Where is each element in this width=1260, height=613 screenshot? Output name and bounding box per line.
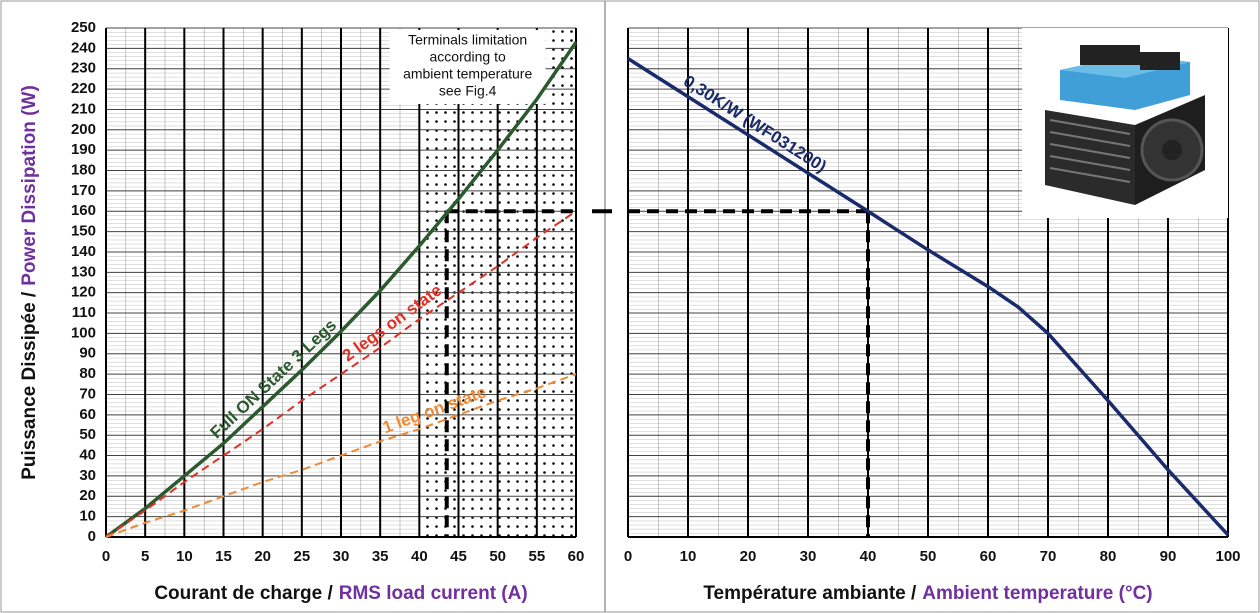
annotation: Terminals limitation <box>408 32 527 48</box>
x-tick-label: 10 <box>176 548 193 565</box>
x-tick-label: 45 <box>450 548 467 565</box>
x-tick-label: 60 <box>980 548 997 565</box>
x-tick-label: 90 <box>1160 548 1177 565</box>
y-tick-label: 210 <box>71 100 96 117</box>
y-tick-label: 170 <box>71 182 96 199</box>
annotation: see Fig.4 <box>439 83 497 99</box>
x-tick-label: 100 <box>1215 548 1240 565</box>
series-line <box>105 210 577 538</box>
x-tick-label: 0 <box>624 548 632 565</box>
y-tick-label: 240 <box>71 39 96 56</box>
x-tick-label: 25 <box>293 548 310 565</box>
y-tick-label: 150 <box>71 223 96 240</box>
x-tick-label: 5 <box>141 548 149 565</box>
y-tick-label: 0 <box>88 528 96 545</box>
y-tick-label: 140 <box>71 243 96 260</box>
series-line <box>627 57 1230 537</box>
y-tick-label: 190 <box>71 141 96 158</box>
annotation-box <box>389 30 546 104</box>
x-tick-label: 50 <box>920 548 937 565</box>
x-tick-label: 80 <box>1100 548 1117 565</box>
x-axis-title-en: RMS load current (A) <box>339 583 528 604</box>
x-axis-title: Température ambiante / Ambient temperatur… <box>703 583 1152 604</box>
x-tick-label: 70 <box>1040 548 1057 565</box>
y-tick-label: 50 <box>79 426 96 443</box>
x-tick-label: 35 <box>372 548 389 565</box>
y-tick-label: 130 <box>71 263 96 280</box>
y-tick-label: 70 <box>79 385 96 402</box>
y-tick-label: 10 <box>79 508 96 525</box>
x-tick-label: 60 <box>568 548 585 565</box>
y-tick-label: 110 <box>72 304 96 321</box>
x-tick-label: 50 <box>489 548 506 565</box>
x-axis-title-en: Ambient temperature (°C) <box>922 583 1152 604</box>
y-tick-label: 250 <box>71 19 96 36</box>
annotation: ambient temperature <box>403 66 532 82</box>
y-tick-label: 40 <box>79 447 96 464</box>
x-tick-label: 0 <box>102 548 110 565</box>
y-tick-label: 90 <box>79 345 96 362</box>
y-axis-title: Puissance Dissipée / Power Dissipation (W… <box>19 85 40 480</box>
x-tick-label: 30 <box>800 548 817 565</box>
y-tick-label: 120 <box>71 284 96 301</box>
series-line <box>105 373 577 538</box>
y-tick-label: 230 <box>71 60 96 77</box>
x-tick-label: 20 <box>254 548 271 565</box>
x-axis-title: Courant de charge / RMS load current (A) <box>154 583 527 604</box>
y-tick-label: 180 <box>71 161 96 178</box>
x-tick-label: 15 <box>215 548 232 565</box>
series-line <box>104 41 578 539</box>
x-tick-label: 40 <box>860 548 877 565</box>
x-axis-title-fr: Température ambiante / <box>703 583 917 604</box>
y-axis-title-fr: Puissance Dissipée / <box>19 291 40 480</box>
y-tick-label: 30 <box>79 467 96 484</box>
annotation: according to <box>430 49 506 65</box>
y-tick-label: 160 <box>71 202 96 219</box>
x-tick-label: 40 <box>411 548 428 565</box>
product-image <box>1022 28 1228 218</box>
x-axis-title-fr: Courant de charge / <box>154 583 333 604</box>
y-tick-label: 220 <box>71 80 96 97</box>
y-tick-label: 200 <box>71 121 96 138</box>
y-axis-title-en: Power Dissipation (W) <box>19 85 40 286</box>
x-tick-label: 20 <box>740 548 757 565</box>
y-tick-label: 100 <box>71 324 96 341</box>
x-tick-label: 55 <box>528 548 545 565</box>
y-tick-label: 60 <box>79 406 96 423</box>
x-tick-label: 30 <box>333 548 350 565</box>
y-tick-label: 20 <box>79 487 96 504</box>
x-tick-label: 10 <box>680 548 697 565</box>
y-tick-label: 80 <box>79 365 96 382</box>
